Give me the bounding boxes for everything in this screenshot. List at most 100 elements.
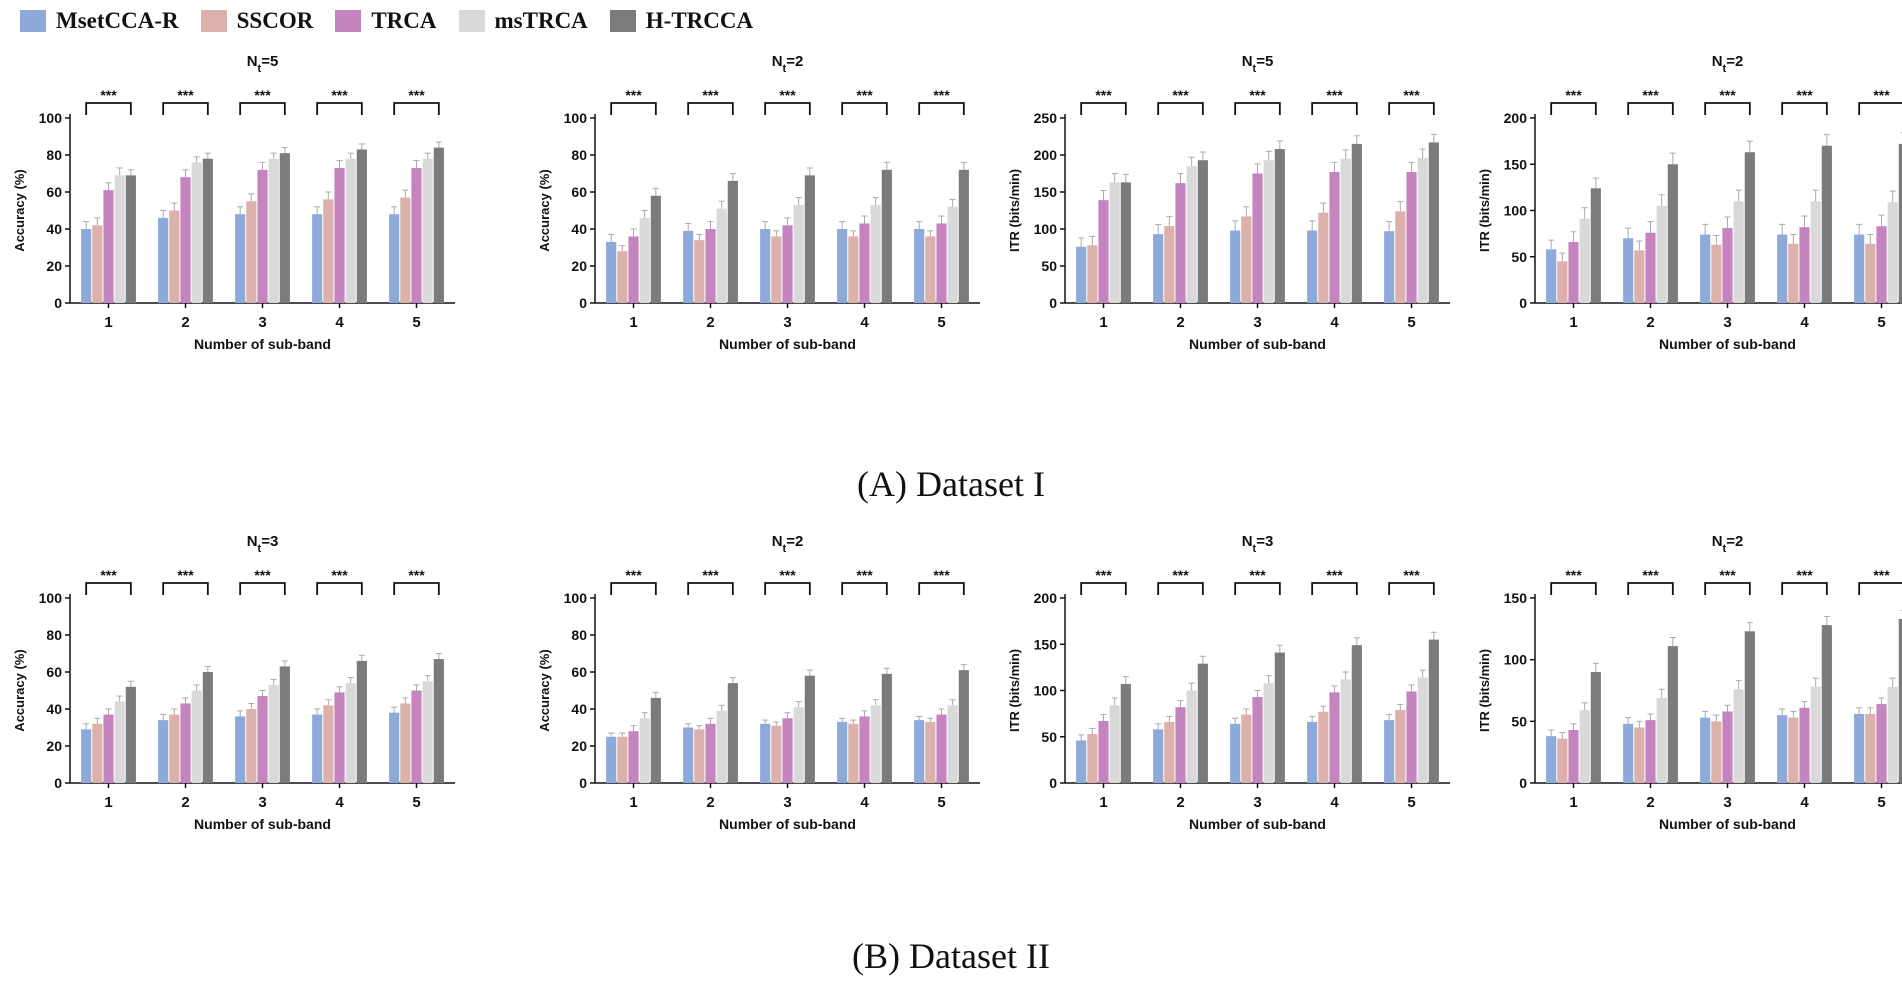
significance-label: ***: [1249, 87, 1266, 103]
bar-mstrca: [716, 208, 727, 303]
bar-h-trcca: [1274, 149, 1285, 303]
y-tick-label: 100: [39, 110, 63, 126]
bar-h-trcca: [804, 175, 815, 303]
chart-title-subscript: t: [1723, 63, 1727, 75]
bar-h-trcca: [1197, 160, 1208, 303]
significance-label: ***: [1403, 87, 1420, 103]
bar-sscor: [323, 705, 334, 783]
chart-title-main: N: [1242, 533, 1253, 550]
bar-msetcca-r: [312, 714, 323, 783]
bar-sscor: [1087, 733, 1098, 783]
y-tick-label: 150: [1504, 156, 1528, 172]
chart-title-rest: =3: [1256, 533, 1273, 550]
bar-sscor: [771, 725, 782, 783]
bar-sscor: [1865, 713, 1876, 783]
bar-mstrca: [1417, 677, 1428, 783]
significance-bracket: [764, 582, 811, 595]
bar-msetcca-r: [81, 729, 92, 783]
significance-bracket: [1858, 102, 1902, 115]
bar-h-trcca: [1351, 645, 1362, 783]
significance-label: ***: [1642, 567, 1659, 583]
y-tick-label: 0: [54, 775, 62, 791]
bar-sscor: [92, 723, 103, 783]
bar-trca: [859, 716, 870, 783]
chart-dataset1-accuracy-nt2: Nt=2 0 20 40 60 80 100 Accuracy (%) 1 *** 2 *** 3 ***…: [537, 53, 980, 352]
bar-sscor: [1395, 709, 1406, 783]
x-tick-label: 2: [181, 794, 189, 811]
y-tick-label: 50: [1511, 713, 1527, 729]
significance-label: ***: [408, 87, 425, 103]
legend-swatch-h-trcca: [609, 10, 636, 32]
bar-mstrca: [947, 206, 958, 303]
legend-label-mstrca: msTRCA: [494, 8, 588, 33]
significance-bracket: [1311, 102, 1358, 115]
bar-msetcca-r: [158, 217, 169, 303]
x-tick-label: 4: [1800, 314, 1809, 331]
bar-trca: [1175, 707, 1186, 783]
bar-trca: [1645, 720, 1656, 783]
bar-h-trcca: [279, 153, 290, 303]
legend: MsetCCA-R SSCOR TRCA msTRCA H-TRCCA: [20, 4, 753, 38]
bar-trca: [180, 703, 191, 783]
significance-bracket: [1858, 582, 1902, 595]
y-tick-label: 150: [1504, 590, 1528, 606]
chart-title-main: N: [247, 53, 258, 70]
bar-sscor: [1318, 711, 1329, 783]
x-tick-label: 3: [258, 794, 266, 811]
bar-mstrca: [1263, 160, 1274, 303]
y-tick-label: 20: [46, 258, 62, 274]
bar-h-trcca: [727, 683, 738, 783]
bar-sscor: [1087, 245, 1098, 303]
x-tick-label: 5: [937, 794, 945, 811]
y-tick-label: 100: [39, 590, 63, 606]
chart-title: Nt=5: [1242, 53, 1274, 75]
x-tick-label: 1: [104, 314, 112, 331]
significance-bracket: [918, 102, 965, 115]
chart-title-rest: =2: [786, 533, 803, 550]
significance-label: ***: [1172, 567, 1189, 583]
bar-msetcca-r: [1076, 246, 1087, 303]
bar-mstrca: [1186, 690, 1197, 783]
y-axis-title: ITR (bits/min): [1477, 169, 1492, 252]
y-tick-label: 50: [1041, 729, 1057, 745]
bar-sscor: [400, 197, 411, 303]
chart-dataset2-accuracy-nt2: Nt=2 0 20 40 60 80 100 Accuracy (%) 1 *** 2 *** 3 ***…: [537, 533, 980, 832]
bar-h-trcca: [1351, 143, 1362, 303]
chart-title-subscript: t: [1723, 543, 1727, 555]
significance-bracket: [1550, 582, 1597, 595]
chart-title-main: N: [1242, 53, 1253, 70]
significance-bracket: [841, 102, 888, 115]
significance-label: ***: [1249, 567, 1266, 583]
chart-title-main: N: [1712, 533, 1723, 550]
y-tick-label: 60: [46, 664, 62, 680]
bar-sscor: [400, 703, 411, 783]
bar-sscor: [925, 236, 936, 303]
bar-msetcca-r: [837, 721, 848, 783]
x-tick-label: 5: [1407, 794, 1415, 811]
significance-bracket: [1704, 582, 1751, 595]
x-tick-label: 1: [1099, 314, 1107, 331]
bar-mstrca: [1579, 710, 1590, 783]
y-tick-label: 60: [46, 184, 62, 200]
bar-trca: [1876, 704, 1887, 783]
bar-sscor: [848, 236, 859, 303]
y-axis-title: Accuracy (%): [12, 649, 27, 731]
bar-msetcca-r: [760, 723, 771, 783]
y-axis-title: ITR (bits/min): [1007, 649, 1022, 732]
chart-title-main: N: [1712, 53, 1723, 70]
x-tick-label: 1: [629, 314, 637, 331]
bar-trca: [180, 177, 191, 303]
y-axis-title: ITR (bits/min): [1007, 169, 1022, 252]
y-tick-label: 0: [1519, 775, 1527, 791]
bar-trca: [1799, 227, 1810, 303]
y-tick-label: 250: [1034, 110, 1058, 126]
bar-sscor: [1164, 721, 1175, 783]
bar-trca: [859, 223, 870, 303]
bar-sscor: [1711, 721, 1722, 783]
bar-h-trcca: [1120, 684, 1131, 783]
bar-mstrca: [1656, 697, 1667, 783]
chart-title-subscript: t: [783, 63, 787, 75]
legend-item-sscor: SSCOR: [200, 8, 313, 34]
bar-msetcca-r: [1700, 234, 1711, 303]
significance-label: ***: [100, 87, 117, 103]
